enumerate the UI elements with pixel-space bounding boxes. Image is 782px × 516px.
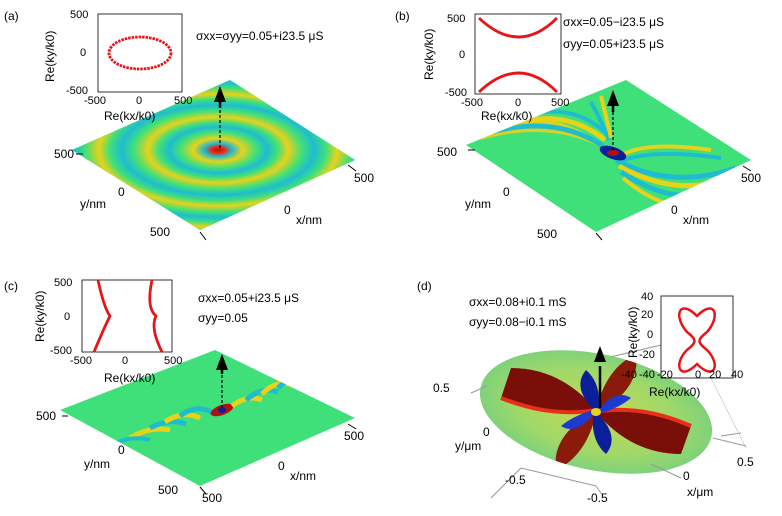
inset-ylabel: Re(ky/k0) <box>422 28 436 80</box>
inset-xtick: 0 <box>122 355 129 367</box>
x-axis-label: x/nm <box>290 469 317 483</box>
x-tick: 500 <box>354 171 375 185</box>
arrow-head <box>216 354 228 370</box>
conductivity-label-yy: σyy=0.05+i23.5 μS <box>563 37 665 51</box>
conductivity-label: σxx=σyy=0.05+i23.5 μS <box>196 29 324 43</box>
y-tick: -0.5 <box>505 473 526 487</box>
x-tick: 500 <box>202 491 223 505</box>
x-tick: 0 <box>671 203 678 217</box>
inset-xtick: 0 <box>515 97 522 109</box>
y-tick: 0 <box>503 185 510 199</box>
dispersion-curve <box>107 35 173 71</box>
inset-ytick: 0 <box>647 329 654 341</box>
x-tick: -0.5 <box>587 491 608 505</box>
arrow-head <box>607 90 619 106</box>
arrow-head <box>594 346 606 362</box>
y-axis-label: y/nm <box>84 457 111 471</box>
x-tick: 500 <box>150 225 171 239</box>
inset-xtick: 0 <box>695 369 702 381</box>
y-tick: 0 <box>118 443 125 457</box>
x-axis-label: x/nm <box>683 213 710 227</box>
panel-c-graphics <box>60 279 357 495</box>
inset-ylabel: Re(ky/k0) <box>43 30 57 82</box>
inset-xtick: 500 <box>174 95 193 107</box>
inset-xtick: 500 <box>551 97 570 109</box>
y-axis-label: y/nm <box>80 197 107 211</box>
inset-ytick: 0 <box>80 47 87 59</box>
inset-ytick: 500 <box>54 277 73 289</box>
x-tick: 500 <box>344 429 365 443</box>
inset-ytick: 500 <box>70 9 89 21</box>
conductivity-label-yy: σyy=0.08−i0.1 mS <box>469 315 567 329</box>
inset-ylabel: Re(ky/k0) <box>626 306 640 358</box>
x-tick: 0.5 <box>737 455 754 469</box>
conductivity-label-xx: σxx=0.08+i0.1 mS <box>469 295 567 309</box>
y-tick: 0 <box>483 425 490 439</box>
inset-xtick: 20 <box>709 369 722 381</box>
inset-ytick: 500 <box>447 13 466 25</box>
panel-d: (d) σxx=0.08+i0.1 mS σyy=0.08−i0.1 mS <box>391 258 782 516</box>
inset-xtick: -500 <box>84 95 107 107</box>
panel-label: (d) <box>417 279 432 293</box>
inset-xtick: -500 <box>461 97 484 109</box>
panel-d-graphics <box>470 295 747 499</box>
dispersion-curve-upper <box>478 16 558 39</box>
panel-a-graphics <box>72 13 357 241</box>
dispersion-curve-lower <box>478 71 558 94</box>
inset-frame <box>97 13 183 93</box>
inset-ytick: 0 <box>459 49 466 61</box>
x-tick: 500 <box>537 227 558 241</box>
arrow-head <box>214 86 226 102</box>
y-axis-label: y/μm <box>455 439 482 453</box>
inset-ytick: -500 <box>50 345 73 357</box>
panel-label: (b) <box>395 9 410 23</box>
inset-ytick: -20 <box>639 349 655 361</box>
inset-xtick: 0 <box>136 95 143 107</box>
inset-xtick: 40 <box>731 369 744 381</box>
x-axis-label: x/nm <box>296 213 323 227</box>
x-tick: 500 <box>158 483 179 497</box>
panel-c: (c) σxx=0.05+i23.5 μS σyy=0.05 <box>0 258 391 516</box>
inset-ytick: -500 <box>445 87 468 99</box>
y-tick: 0 <box>118 185 125 199</box>
inset-xtick: -20 <box>657 369 673 381</box>
inset-xtick: -40 <box>621 369 637 381</box>
conductivity-label-yy: σyy=0.05 <box>198 311 248 325</box>
inset-ytick: 0 <box>64 311 71 323</box>
inset-xlabel: Re(kx/k0) <box>104 371 156 385</box>
y-tick: 500 <box>36 409 57 423</box>
inset-xtick: 500 <box>164 355 183 367</box>
y-tick: 500 <box>54 147 75 161</box>
dispersion-curve-right <box>148 279 164 353</box>
inset-xtick: -500 <box>70 355 93 367</box>
inset-xlabel: Re(kx/k0) <box>649 385 701 399</box>
x-tick: 0 <box>683 469 690 483</box>
panel-a: (a) σxx=σyy=0.05+i23.5 μS <box>0 0 391 258</box>
x-axis-label: x/μm <box>687 485 714 499</box>
conductivity-label-xx: σxx=0.05−i23.5 μS <box>563 15 665 29</box>
panel-b: (b) σxx=0.05−i23.5 μS σyy=0.05+i23.5 μS <box>391 0 782 258</box>
inset-xlabel: Re(kx/k0) <box>481 109 533 123</box>
inset-xlabel: Re(kx/k0) <box>104 109 156 123</box>
inset-ytick: -500 <box>66 85 89 97</box>
inset-ylabel: Re(ky/k0) <box>33 290 47 342</box>
conductivity-label-xx: σxx=0.05+i23.5 μS <box>198 291 300 305</box>
x-tick: 0 <box>284 203 291 217</box>
inset-ytick: 20 <box>641 309 654 321</box>
panel-b-graphics <box>466 13 752 241</box>
dispersion-curve-left <box>92 279 112 353</box>
inset-ytick: -40 <box>639 369 655 381</box>
x-tick: 500 <box>741 171 762 185</box>
dispersion-curve <box>678 307 716 373</box>
y-tick: 500 <box>437 145 458 159</box>
inset-ytick: 40 <box>641 291 654 303</box>
y-axis-label: y/nm <box>465 197 492 211</box>
panel-label: (a) <box>4 9 19 23</box>
y-tick: 0.5 <box>433 381 450 395</box>
panel-label: (c) <box>4 279 18 293</box>
x-tick: 0 <box>278 459 285 473</box>
